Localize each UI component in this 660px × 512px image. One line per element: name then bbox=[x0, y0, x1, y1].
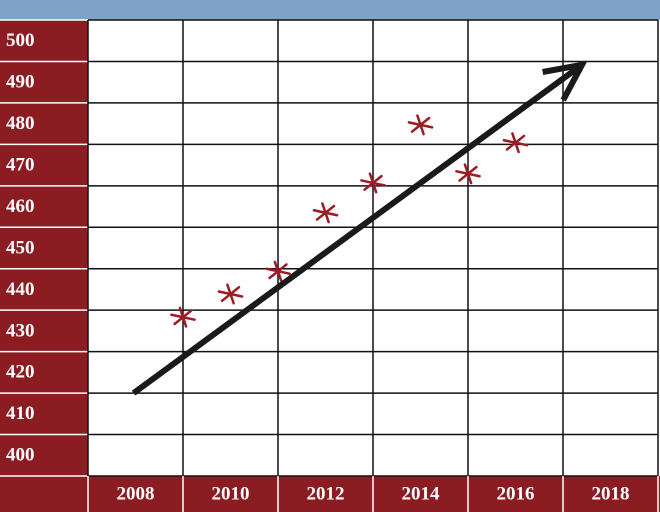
y-tick-label: 470 bbox=[6, 154, 35, 175]
star-point bbox=[170, 306, 196, 328]
star-stroke bbox=[268, 263, 288, 280]
y-tick-label: 410 bbox=[6, 403, 35, 424]
x-tick-label: 2018 bbox=[592, 483, 630, 504]
star-point bbox=[312, 202, 339, 224]
star-stroke bbox=[315, 204, 336, 221]
y-tick-label: 460 bbox=[6, 196, 35, 217]
star-point bbox=[455, 163, 481, 185]
star-stroke bbox=[458, 165, 478, 182]
star-point bbox=[407, 114, 434, 136]
star-point bbox=[360, 172, 386, 194]
y-tick-label: 490 bbox=[6, 72, 35, 93]
star-stroke bbox=[410, 116, 431, 133]
trend-arrow bbox=[131, 62, 584, 396]
y-tick-label: 400 bbox=[6, 445, 35, 466]
star-stroke bbox=[220, 285, 241, 303]
star-point bbox=[265, 260, 291, 282]
star-point bbox=[217, 283, 244, 305]
y-tick-label: 500 bbox=[6, 30, 35, 51]
x-tick-label: 2008 bbox=[117, 483, 155, 504]
y-tick-label: 440 bbox=[6, 279, 35, 300]
x-tick-label: 2012 bbox=[307, 483, 345, 504]
x-tick-label: 2014 bbox=[402, 483, 441, 504]
y-tick-label: 480 bbox=[6, 113, 35, 134]
plot-area bbox=[0, 20, 660, 512]
y-tick-label: 430 bbox=[6, 320, 35, 341]
star-stroke bbox=[363, 174, 383, 191]
y-label-column bbox=[0, 20, 88, 512]
x-tick-label: 2010 bbox=[212, 483, 250, 504]
y-tick-label: 420 bbox=[6, 362, 35, 383]
y-tick-label: 450 bbox=[6, 237, 35, 258]
x-tick-label: 2016 bbox=[497, 483, 535, 504]
star-stroke bbox=[173, 309, 193, 326]
star-stroke bbox=[505, 134, 526, 151]
star-point bbox=[502, 132, 529, 154]
x-label-row bbox=[0, 476, 660, 512]
arrow-head bbox=[542, 60, 588, 102]
